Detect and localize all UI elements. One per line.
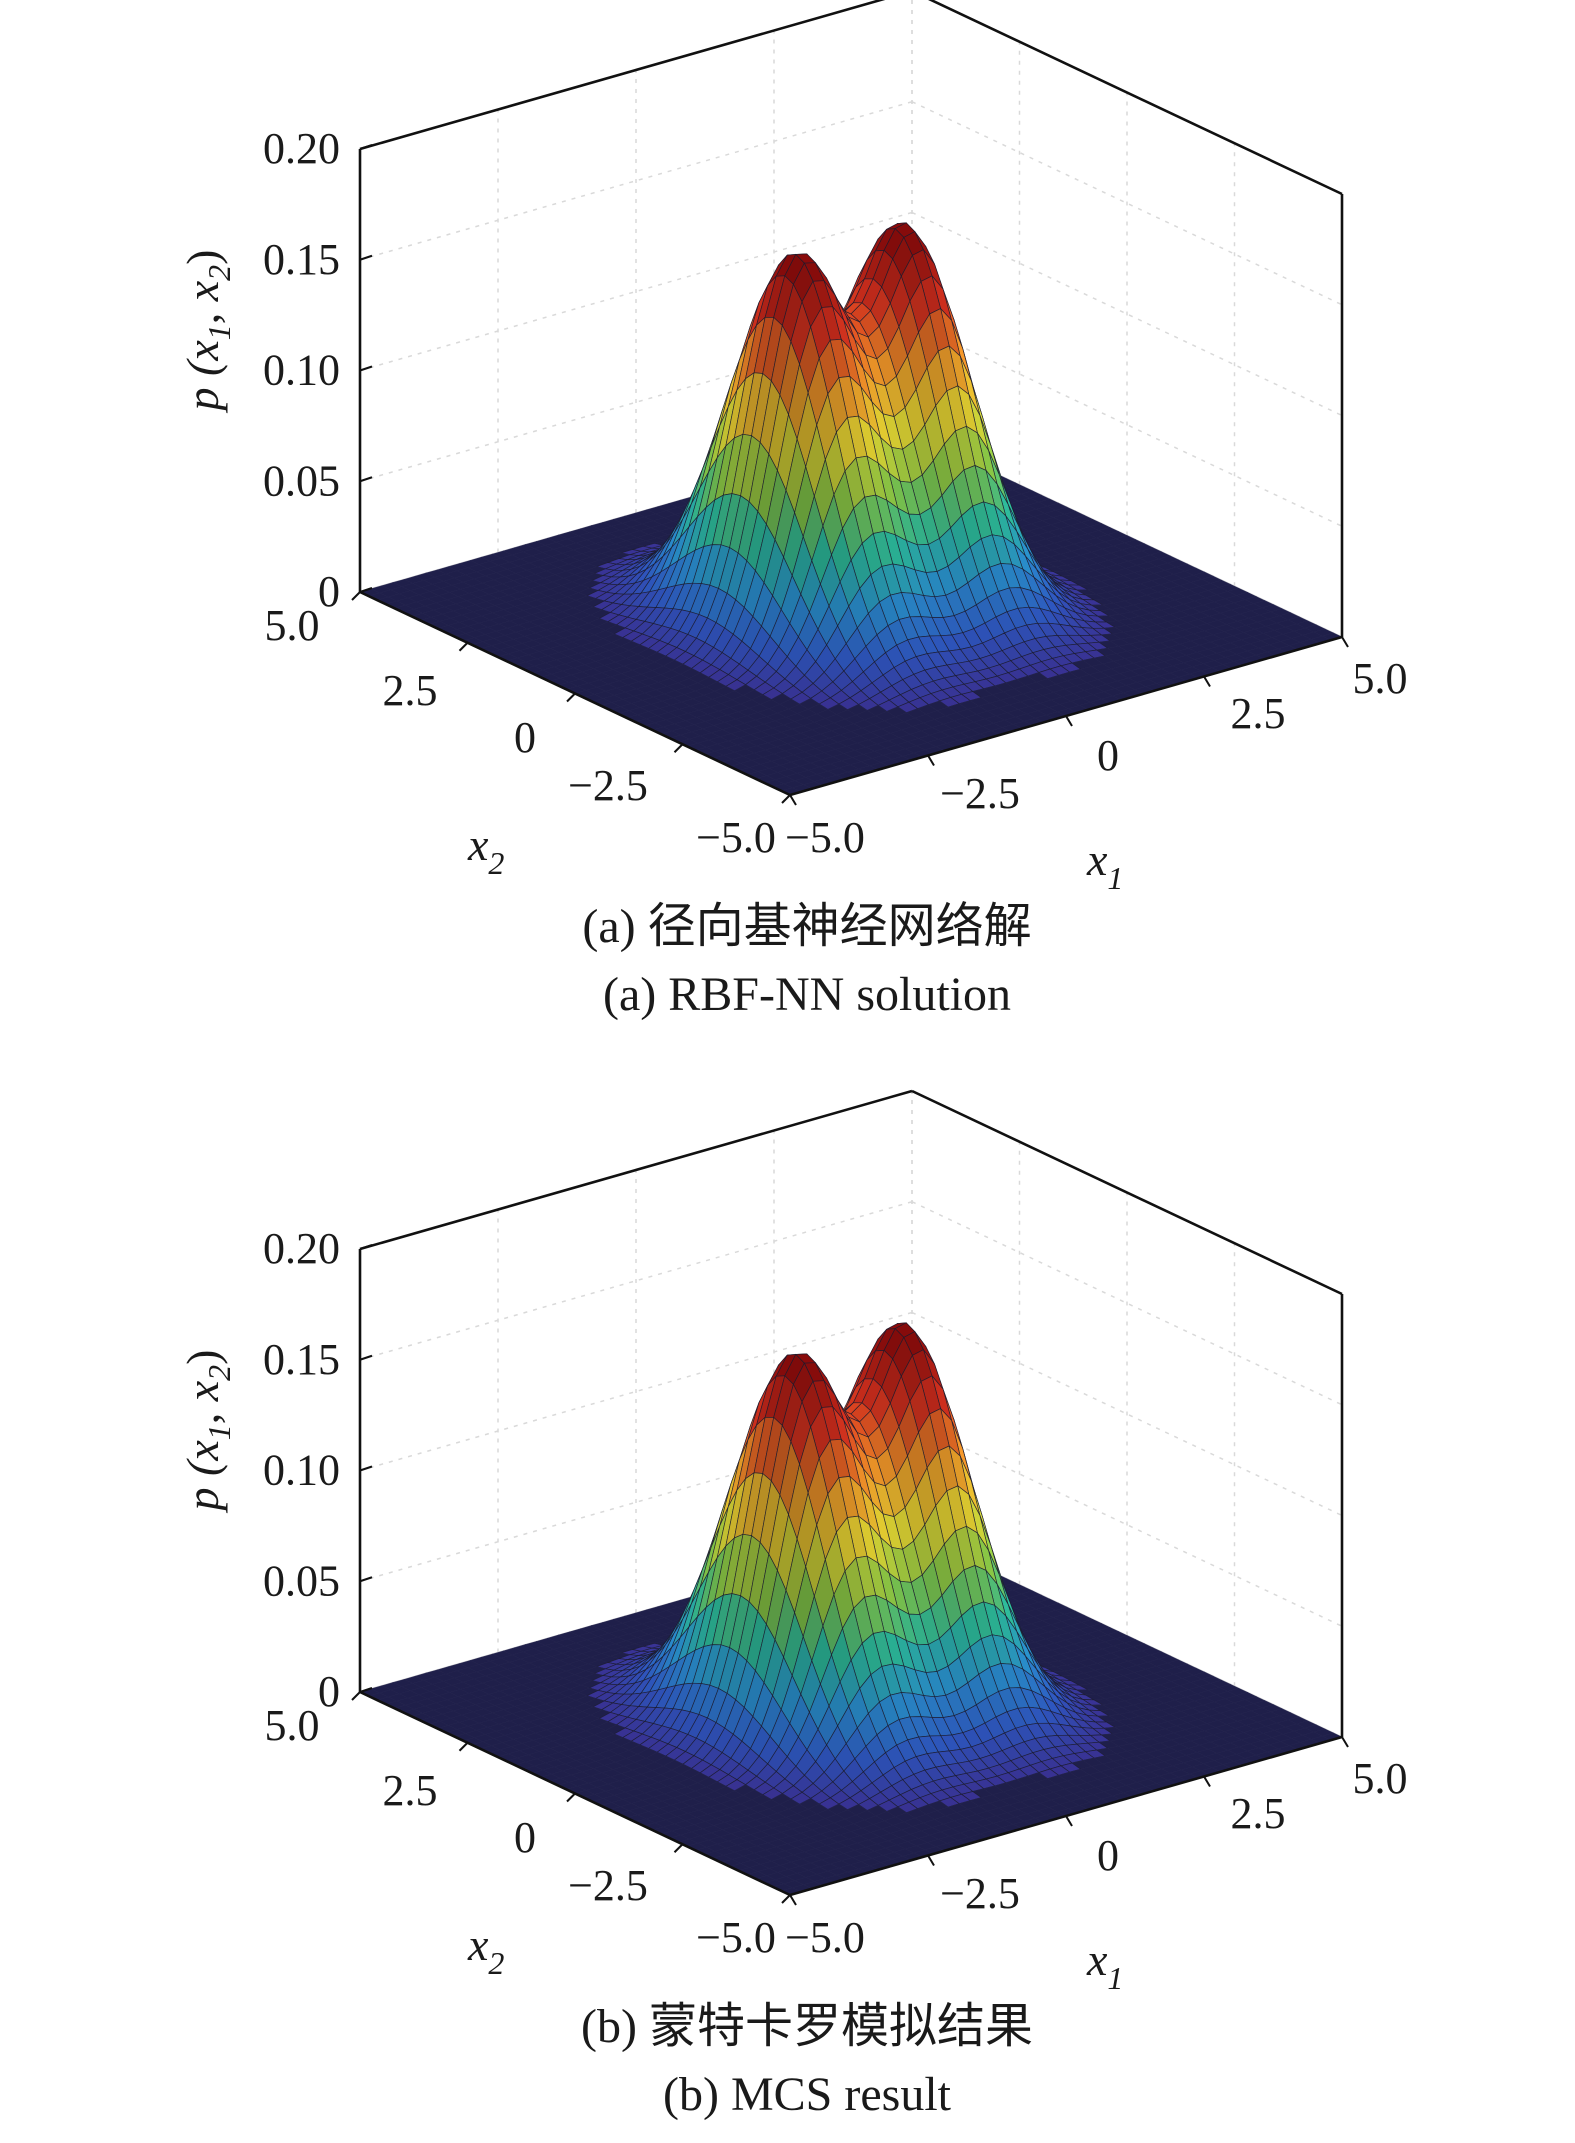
x-axis-label-sub: 1 [1107,860,1123,896]
z-axis-label-part: 2 [201,265,237,281]
y-tick-label: 2.5 [383,666,438,715]
surface-plot-a: 0 0.05 0.10 0.15 0.20 −5.0 −2.5 0 2.5 5.0 −5.0 −2.5… [177,0,1408,1021]
y-axis-label: x2 [467,819,504,881]
y-tick-label: −5.0 [696,813,776,862]
z-tick-label: 0.20 [263,124,340,173]
z-tick-mark [359,254,373,261]
y-axis-label-sub: 2 [488,845,504,881]
surface-mesh [359,1322,1343,1896]
x-tick-label: 2.5 [1231,689,1286,738]
z-tick-mark [359,476,373,483]
caption-en: (a) RBF-NN solution [603,968,1011,1021]
x-axis-label: x1 [1086,834,1123,896]
y-tick-mark [351,591,361,601]
y-tick-label: 0 [514,713,536,762]
x-tick-mark [927,754,935,767]
z-axis-label-part: , [177,301,228,324]
z-tick-label: 0 [318,567,340,616]
z-axis-label: p (x1, x2) [177,250,237,414]
x-tick-label: 0 [1097,731,1119,780]
z-axis-label-part: p ( [177,358,228,414]
y-tick-label: 5.0 [265,601,320,650]
surface-plot-b: 00.050.100.150.20−5.0−2.502.55.0−5.0−2.5… [177,1089,1408,2121]
z-axis-label-part: ) [177,250,228,265]
z-tick-label: 0.10 [263,346,340,395]
y-tick-mark [673,743,684,753]
surface-mesh [359,222,1343,796]
x-tick-label: 5.0 [1353,654,1408,703]
caption-cn: (a) 径向基神经网络解 [582,900,1031,953]
y-tick-mark [458,642,469,652]
z-axis-label-part: x [177,340,228,362]
x-tick-mark [1203,675,1211,688]
z-axis-label-part: x [177,280,228,302]
y-tick-mark [781,794,791,804]
z-axis-label-part: 1 [201,324,237,340]
z-tick-label: 0.15 [263,235,340,284]
z-tick-mark [359,365,373,372]
x-axis-label-base: x [1086,834,1108,885]
y-axis-label-base: x [467,819,489,870]
x-tick-mark [1341,636,1349,648]
z-tick-label: 0.05 [263,456,340,505]
x-tick-label: −2.5 [940,769,1020,818]
x-tick-mark [789,794,797,806]
y-tick-label: −2.5 [568,761,648,810]
x-tick-mark [1065,715,1073,727]
x-tick-label: −5.0 [785,813,865,862]
y-tick-mark [566,692,576,703]
axis-edge [359,0,886,151]
